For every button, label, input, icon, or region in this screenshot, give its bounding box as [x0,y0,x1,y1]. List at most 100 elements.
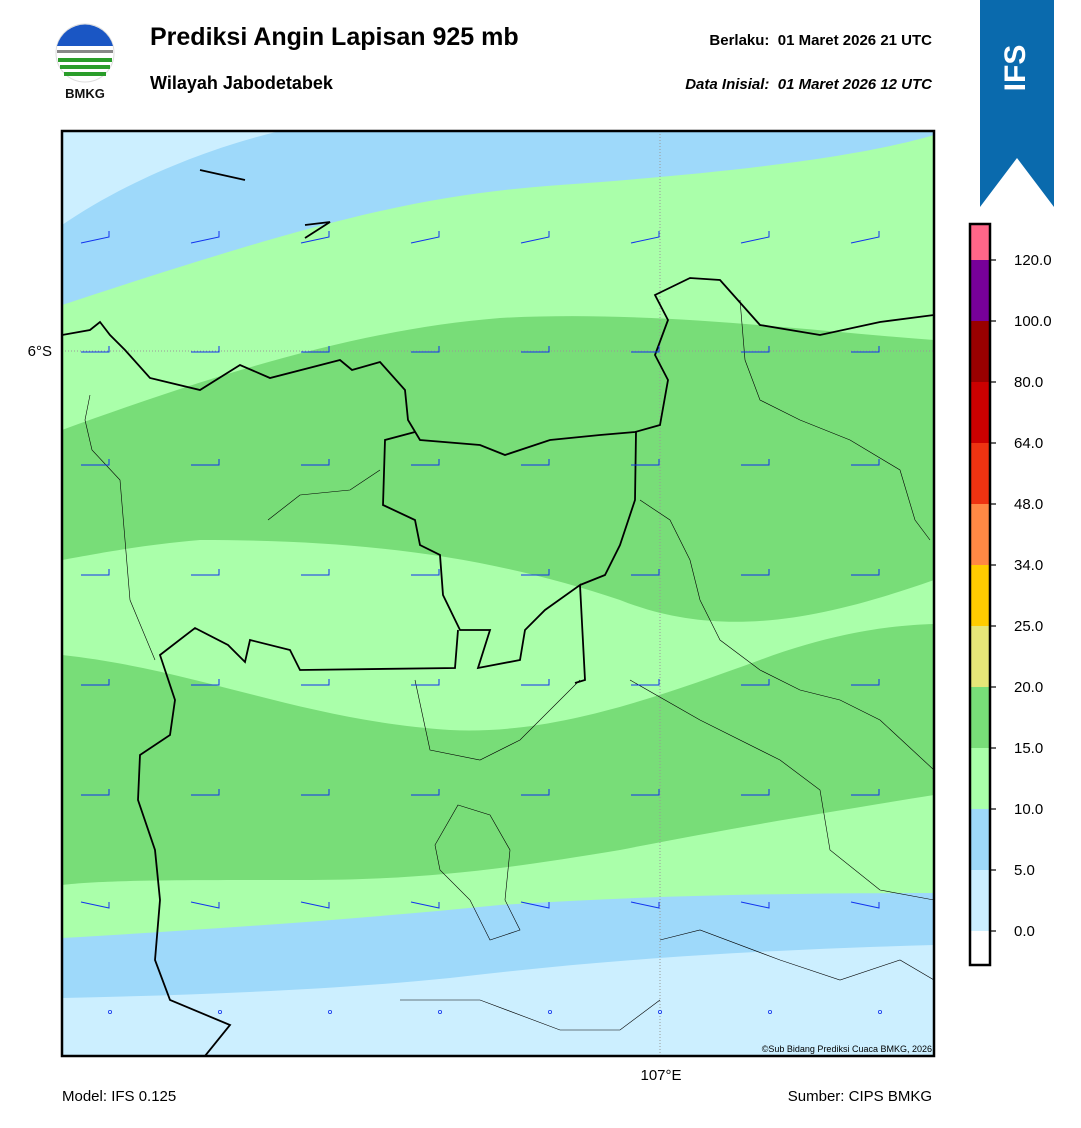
valid-time: Berlaku: 01 Maret 2026 21 UTC [709,32,932,49]
wind-barb [521,679,550,686]
colorbar-segment [970,260,990,321]
colorbar-tick-label: 34.0 [1014,557,1043,574]
wind-barb [81,569,110,576]
wind-barb [411,569,440,576]
wind-barb [741,346,770,353]
wind-barb [191,679,220,686]
source-label: Sumber: CIPS BMKG [788,1088,932,1105]
lat-label: 6°S [28,343,52,360]
colorbar-tick-label: 15.0 [1014,740,1043,757]
wind-barb [81,346,110,353]
colorbar-tick-label: 20.0 [1014,679,1043,696]
wind-barb [521,789,550,796]
wind-barb [300,231,330,244]
wind-barb [80,231,110,244]
wind-barb [411,679,440,686]
logo: BMKG [55,23,115,101]
colorbar-tick-label: 0.0 [1014,923,1035,940]
wind-barb [190,901,220,909]
wind-barb [630,231,660,244]
wind-barb [521,459,550,466]
wind-barb [851,459,880,466]
wind-barb [851,346,880,353]
colorbar-tick-label: 120.0 [1014,252,1052,269]
wind-barb [630,901,660,909]
credit: ©Sub Bidang Prediksi Cuaca BMKG, 2026 [762,1044,932,1054]
colorbar-frame [968,222,992,967]
wind-barb [410,901,440,909]
wind-barb [81,679,110,686]
wind-barb [81,459,110,466]
wind-barb [191,789,220,796]
wind-barb [741,569,770,576]
colorbar-segment [970,321,990,382]
wind-barb [411,459,440,466]
wind-barb [81,789,110,796]
title: Prediksi Angin Lapisan 925 mb [150,23,519,51]
colorbar-segment [970,224,990,260]
calm-marker [768,1010,773,1015]
wind-barb [741,789,770,796]
calm-marker [217,1010,222,1015]
wind-barb [850,901,880,909]
colorbar-segment [970,870,990,931]
wind-barb [300,901,330,909]
wind-barb [191,459,220,466]
wind-barb [80,901,110,909]
init-time: Data Inisial: 01 Maret 2026 12 UTC [685,76,933,93]
wind-barb [631,569,660,576]
map-frame [60,129,936,1058]
boundaries [84,299,934,1031]
colorbar-segment [970,443,990,504]
colorbar-tick-label: 64.0 [1014,435,1043,452]
wind-barb [520,901,550,909]
wind-barb [740,231,770,244]
wind-barb [301,789,330,796]
wind-barb [741,679,770,686]
wind-barb [520,231,550,244]
colorbar-tick-label: 25.0 [1014,618,1043,635]
wind-barb [631,346,660,353]
wind-barb [410,231,440,244]
calm-marker [327,1010,332,1015]
colorbar-tick-label: 10.0 [1014,801,1043,818]
calm-marker [437,1010,442,1015]
colorbar-segment [970,565,990,626]
wind-barb [301,346,330,353]
wind-barb [851,789,880,796]
wind-barb [741,459,770,466]
colorbar-tick-label: 80.0 [1014,374,1043,391]
wind-barb [191,569,220,576]
wind-barbs [80,231,883,1015]
wind-barb [301,569,330,576]
colorbar-segment [970,748,990,809]
calm-marker [108,1010,113,1015]
wind-barb [631,459,660,466]
badge [980,0,1054,207]
model-label: Model: IFS 0.125 [62,1088,176,1105]
colorbar-tick-label: 48.0 [1014,496,1043,513]
wind-barb [740,901,770,909]
wind-barb [411,789,440,796]
wind-barb [411,346,440,353]
colorbar: 0.0 5.0 10.0 15.0 20.0 25.0 34.0 48.0 64.0 80.0 10… [968,222,1052,967]
calm-marker [878,1010,883,1015]
wind-barb [301,459,330,466]
badge-text: IFS [999,45,1032,92]
wind-barb [850,231,880,244]
colorbar-tick-label: 100.0 [1014,313,1052,330]
coastline [62,169,934,1056]
logo-text: BMKG [65,86,105,101]
wind-barb [521,569,550,576]
colorbar-tick-label: 5.0 [1014,862,1035,879]
colorbar-segment [970,931,990,965]
wind-barb [851,679,880,686]
colorbar-segment [970,687,990,748]
wind-barb [521,346,550,353]
colorbar-segment [970,504,990,565]
colorbar-segment [970,382,990,443]
colorbar-segment [970,626,990,687]
wind-barb [191,346,220,353]
